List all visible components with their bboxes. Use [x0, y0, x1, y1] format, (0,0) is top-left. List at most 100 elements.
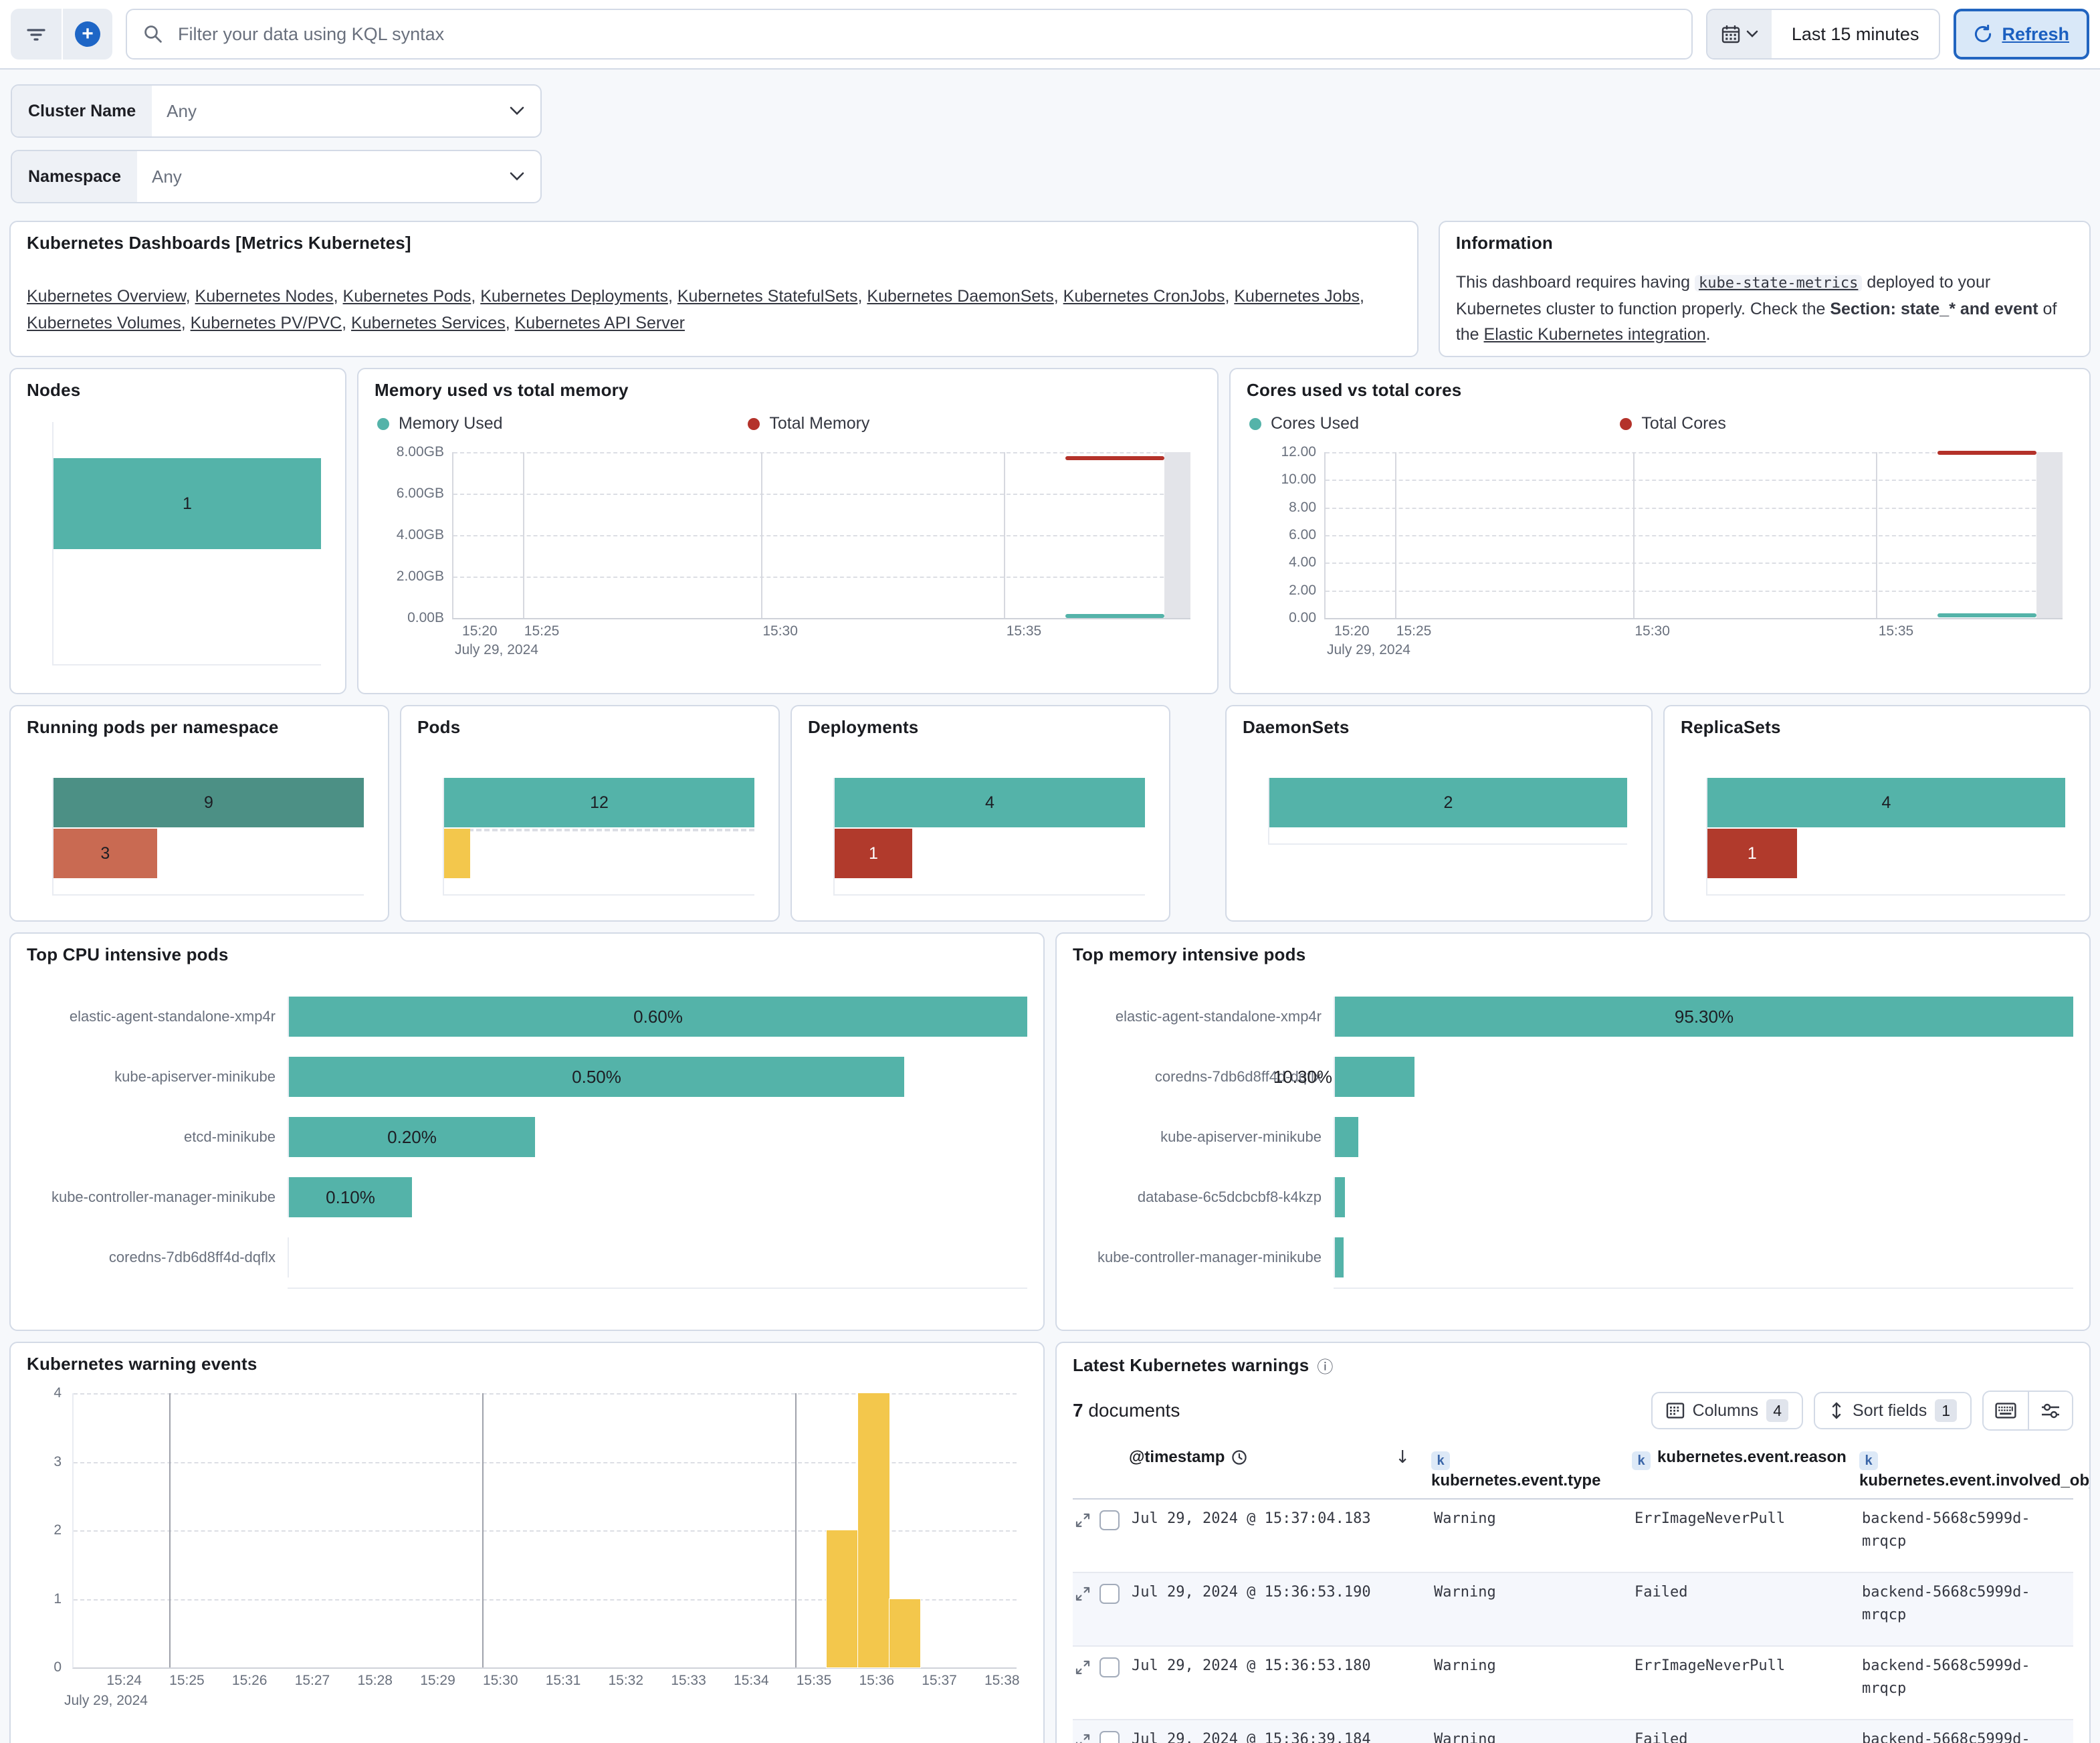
time-range-picker[interactable]: Last 15 minutes [1705, 9, 1941, 60]
expand-row-icon[interactable] [1075, 1731, 1090, 1743]
dashboard-link[interactable]: Kubernetes DaemonSets [867, 287, 1054, 306]
bar-track: 0.10% [288, 1177, 1027, 1217]
row-checkbox[interactable] [1099, 1731, 1120, 1743]
fullscreen-keyboard-button[interactable] [1984, 1392, 2028, 1429]
bar-track [1334, 1237, 2073, 1277]
columns-label: Columns [1692, 1401, 1759, 1420]
kql-search-bar [126, 9, 1693, 60]
cell-event-type: Warning [1434, 1584, 1496, 1601]
sort-icon [1832, 1402, 1841, 1419]
clock-icon [1232, 1450, 1247, 1465]
date-picker-toggle[interactable] [1707, 10, 1772, 58]
expand-row-icon[interactable] [1075, 1510, 1090, 1528]
dashboard-link[interactable]: Kubernetes Deployments [480, 287, 668, 306]
top-pods-row: kube-apiserver-minikube [1073, 1107, 2073, 1167]
cluster-name-filter[interactable]: Cluster Name Any [11, 84, 542, 138]
kql-search-input[interactable] [175, 22, 1675, 46]
warning-events-chart: 4 3 2 1 0 15:24 15:25 15:26 15:27 15:28 15:29 15:30… [27, 1385, 1027, 1730]
legend-label: Total Memory [769, 414, 870, 433]
sort-fields-button[interactable]: Sort fields 1 [1814, 1392, 1972, 1429]
cell-timestamp: Jul 29, 2024 @ 15:36:53.180 [1132, 1657, 1371, 1674]
legend-item[interactable]: Total Memory [748, 414, 869, 433]
legend-item[interactable]: Memory Used [377, 414, 748, 433]
chevron-down-icon [510, 172, 540, 181]
dashboard-link[interactable]: Kubernetes Nodes [195, 287, 334, 306]
table-row[interactable]: Jul 29, 2024 @ 15:36:53.180 Warning ErrIma… [1073, 1647, 2073, 1720]
x-axis-date-label: July 29, 2024 [64, 1693, 148, 1708]
top-pods-row: kube-apiserver-minikube 0.50% [27, 1047, 1027, 1107]
bar-segment: 1 [1707, 829, 1797, 878]
table-row[interactable]: Jul 29, 2024 @ 15:36:53.190 Warning Failed… [1073, 1573, 2073, 1647]
series-line [1937, 451, 2037, 455]
nodes-panel: Nodes 1 [9, 368, 346, 694]
y-axis-label: 0.00B [407, 610, 444, 625]
dashboard-link[interactable]: Kubernetes Overview [27, 287, 186, 306]
row-checkbox[interactable] [1099, 1584, 1120, 1604]
table-row[interactable]: Jul 29, 2024 @ 15:37:04.183 Warning ErrIma… [1073, 1500, 2073, 1573]
y-axis-label: 2.00GB [396, 569, 444, 584]
info-icon[interactable]: ⓘ [1317, 1358, 1334, 1376]
filter-menu-button[interactable] [11, 9, 62, 60]
top-pods-row: coredns-7db6d8ff4d-dqflx 10.30% [1073, 1047, 2073, 1107]
bar-segment: 0.60% [289, 997, 1027, 1037]
namespace-label: Namespace [12, 151, 137, 202]
cell-event-type: Warning [1434, 1510, 1496, 1527]
dashboard-link[interactable]: Kubernetes Volumes [27, 314, 181, 332]
chevron-down-icon [510, 106, 540, 116]
bar-track: 95.30% [1334, 997, 2073, 1037]
expand-row-icon[interactable] [1075, 1584, 1090, 1601]
row-controls [1073, 1581, 1132, 1637]
gridline [795, 1393, 797, 1667]
time-range-value[interactable]: Last 15 minutes [1791, 23, 1919, 44]
cell-event-reason: ErrImageNeverPull [1635, 1510, 1786, 1527]
row-checkbox[interactable] [1099, 1657, 1120, 1677]
dashboard-link[interactable]: Kubernetes Pods [342, 287, 471, 306]
histogram-bar [857, 1393, 889, 1667]
integration-link[interactable]: Elastic Kubernetes integration [1483, 325, 1706, 344]
x-axis-label: 15:30 [482, 1673, 518, 1688]
memory-panel: Memory used vs total memory Memory Used … [357, 368, 1219, 694]
column-header-event-reason[interactable]: k kubernetes.event.reason [1632, 1447, 1859, 1492]
bar-value-label: 95.30% [1674, 1007, 1734, 1027]
column-header-event-type[interactable]: kkubernetes.event.type [1431, 1447, 1632, 1492]
dashboard-link[interactable]: Kubernetes CronJobs [1063, 287, 1225, 306]
display-options-button[interactable] [2028, 1392, 2072, 1429]
gridline [74, 1530, 1017, 1532]
bar-value-label: 4 [1881, 793, 1891, 812]
bar-segment [1335, 1237, 1344, 1277]
gridline [1326, 535, 2063, 536]
chart-legend: Cores Used Total Cores [1249, 414, 2073, 433]
dashboard-link[interactable]: Kubernetes Jobs [1234, 287, 1360, 306]
table-toolbar: 7 documents Columns 4 Sort fields 1 [1073, 1391, 2073, 1431]
dashboard-link[interactable]: Kubernetes Services [351, 314, 506, 332]
row-controls [1073, 1728, 1132, 1743]
calendar-icon [1721, 25, 1740, 43]
panel-title: ReplicaSets [1681, 717, 1781, 737]
x-axis-label: 15:37 [922, 1673, 957, 1688]
columns-button[interactable]: Columns 4 [1651, 1392, 1804, 1429]
dashboard-link[interactable]: Kubernetes PV/PVC [190, 314, 342, 332]
gridline [1633, 452, 1635, 618]
namespace-filter[interactable]: Namespace Any [11, 150, 542, 203]
panel-title: Latest Kubernetes warnings [1073, 1355, 1309, 1375]
column-header-object-name[interactable]: kkubernetes.event.involved_object.name [1859, 1447, 2089, 1492]
sort-direction-icon[interactable]: ↓ [1395, 1447, 1410, 1467]
plot-area [452, 452, 1190, 619]
column-header-timestamp[interactable]: @timestamp ↓ [1129, 1447, 1431, 1492]
pod-name-label: kube-controller-manager-minikube [51, 1189, 276, 1205]
legend-item[interactable]: Cores Used [1249, 414, 1620, 433]
y-axis-label: 8.00GB [396, 444, 444, 459]
table-row[interactable]: Jul 29, 2024 @ 15:36:39.184 Warning Failed… [1073, 1720, 2073, 1743]
dashboard-link[interactable]: Kubernetes API Server [514, 314, 685, 332]
legend-item[interactable]: Total Cores [1620, 414, 1726, 433]
gridline [482, 1393, 484, 1667]
bar-segment: 4 [1707, 778, 2065, 827]
add-filter-button[interactable]: + [62, 9, 112, 60]
dashboard-link[interactable]: Kubernetes StatefulSets [677, 287, 858, 306]
row-checkbox[interactable] [1099, 1510, 1120, 1530]
bar-track [1334, 1177, 2073, 1217]
top-pods-row: etcd-minikube 0.20% [27, 1107, 1027, 1167]
refresh-button[interactable]: Refresh [1954, 9, 2089, 60]
expand-row-icon[interactable] [1075, 1657, 1090, 1675]
